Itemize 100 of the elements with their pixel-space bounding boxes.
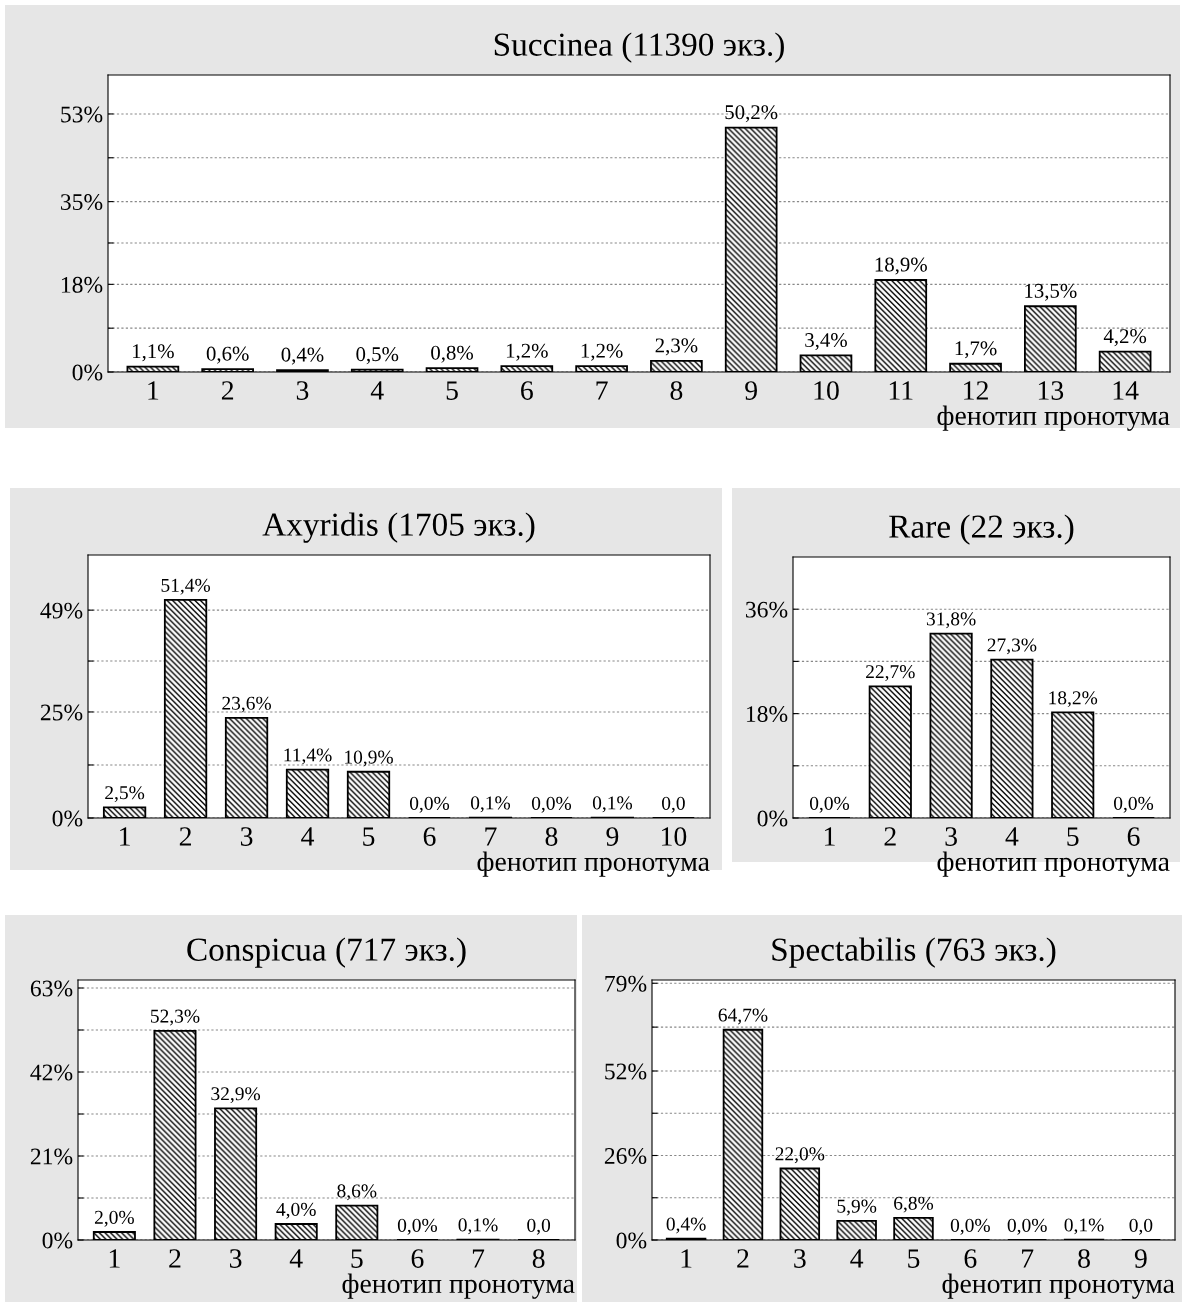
x-tick-label: 1 xyxy=(120,827,130,846)
x-tick-label: 5 xyxy=(363,827,375,846)
data-label: 4,0% xyxy=(276,1202,316,1219)
y-tick-label: 42% xyxy=(30,1064,73,1081)
x-tick-label: 2 xyxy=(884,827,896,846)
data-label: 1,1% xyxy=(133,344,174,362)
data-label: 27,3% xyxy=(987,638,1037,655)
data-label: 3,4% xyxy=(805,332,847,351)
y-tick-label: 18% xyxy=(61,276,103,293)
x-tick-label: 6 xyxy=(521,381,533,400)
x-tick-label: 14 xyxy=(1113,381,1139,400)
x-axis-title: фенотип пронотума xyxy=(942,1273,1175,1299)
data-label: 2,5% xyxy=(105,786,145,803)
y-tick-label: 21% xyxy=(30,1148,73,1165)
data-label: 0,6% xyxy=(206,346,249,364)
data-label: 18,9% xyxy=(875,257,927,275)
data-label: 0,0% xyxy=(1114,796,1154,813)
x-tick-label: 2 xyxy=(737,1249,749,1268)
y-tick-label: 53% xyxy=(61,106,103,123)
data-label: 11,4% xyxy=(284,748,332,765)
data-label: 0,0% xyxy=(531,796,572,813)
x-tick-label: 8 xyxy=(545,827,558,846)
data-label: 18,2% xyxy=(1049,691,1098,708)
data-label: 22,7% xyxy=(866,665,915,682)
x-tick-label: 3 xyxy=(296,381,309,400)
data-label: 22,0% xyxy=(775,1147,825,1164)
data-label: 1,2% xyxy=(581,343,623,361)
data-label: 0,5% xyxy=(356,347,399,365)
x-tick-label: 5 xyxy=(351,1249,363,1268)
data-label: 0,0 xyxy=(527,1218,551,1235)
y-tick-label: 18% xyxy=(746,706,788,723)
x-tick-label: 4 xyxy=(370,381,384,400)
y-tick-label: 0% xyxy=(616,1232,647,1249)
x-tick-label: 7 xyxy=(1022,1249,1034,1268)
data-label: 0,1% xyxy=(470,796,511,813)
y-tick-label: 26% xyxy=(604,1147,647,1164)
x-tick-label: 3 xyxy=(229,1249,242,1268)
data-label: 4,2% xyxy=(1103,329,1147,347)
x-tick-label: 9 xyxy=(745,381,757,400)
x-tick-label: 11 xyxy=(889,381,913,400)
x-tick-label: 10 xyxy=(814,381,839,400)
chart-title: Rare (22 экз.) xyxy=(889,514,1074,545)
data-label: 0,4% xyxy=(281,347,324,365)
data-label: 13,5% xyxy=(1025,283,1077,301)
data-label: 64,7% xyxy=(718,1008,768,1025)
x-tick-label: 4 xyxy=(301,827,315,846)
data-label: 0,1% xyxy=(592,796,633,813)
x-tick-label: 6 xyxy=(1127,827,1140,846)
x-tick-label: 7 xyxy=(485,827,497,846)
x-tick-label: 1 xyxy=(681,1249,692,1268)
data-label: 0,0% xyxy=(409,796,450,813)
chart-title: Axyridis (1705 экз.) xyxy=(262,512,535,543)
x-tick-label: 8 xyxy=(532,1249,545,1268)
data-label: 1,7% xyxy=(955,341,997,359)
data-label: 51,4% xyxy=(161,578,211,595)
data-label: 0,8% xyxy=(431,345,474,363)
data-label: 0,1% xyxy=(458,1218,498,1235)
y-tick-label: 63% xyxy=(30,980,73,997)
x-tick-label: 1 xyxy=(824,827,835,846)
data-label: 31,8% xyxy=(926,612,976,629)
x-tick-label: 6 xyxy=(423,827,436,846)
x-tick-label: 8 xyxy=(1078,1249,1090,1268)
x-tick-label: 1 xyxy=(148,381,159,400)
data-label: 6,8% xyxy=(894,1196,934,1213)
x-tick-label: 3 xyxy=(240,827,253,846)
x-tick-label: 2 xyxy=(179,827,191,846)
x-tick-label: 12 xyxy=(964,381,988,400)
y-tick-label: 0% xyxy=(52,810,83,827)
x-tick-label: 7 xyxy=(472,1249,485,1268)
data-label: 0,0 xyxy=(662,796,685,813)
data-label: 0,0% xyxy=(950,1218,990,1235)
x-tick-label: 2 xyxy=(221,381,234,400)
x-tick-label: 9 xyxy=(606,827,619,846)
x-axis-title: фенотип пронотума xyxy=(937,405,1170,431)
x-axis-title: фенотип пронотума xyxy=(342,1273,575,1299)
x-tick-label: 3 xyxy=(794,1249,806,1268)
x-tick-label: 3 xyxy=(945,827,957,846)
y-tick-label: 79% xyxy=(605,975,647,992)
data-label: 32,9% xyxy=(211,1087,261,1104)
x-tick-label: 8 xyxy=(670,381,683,400)
y-tick-label: 25% xyxy=(40,704,83,721)
x-tick-label: 6 xyxy=(964,1249,977,1268)
data-label: 8,6% xyxy=(337,1184,377,1201)
x-tick-label: 5 xyxy=(908,1249,920,1268)
data-label: 0,0% xyxy=(809,796,850,813)
x-tick-label: 7 xyxy=(596,381,608,400)
x-tick-label: 13 xyxy=(1038,381,1064,400)
data-label: 52,3% xyxy=(150,1009,200,1026)
x-axis-title: фенотип пронотума xyxy=(477,851,710,877)
chart-title: Succinea (11390 экз.) xyxy=(494,32,784,63)
x-tick-label: 6 xyxy=(411,1249,424,1268)
chart-title: Spectabilis (763 экз.) xyxy=(772,937,1056,968)
x-tick-label: 2 xyxy=(169,1249,181,1268)
y-tick-label: 49% xyxy=(40,602,83,619)
data-label: 2,0% xyxy=(94,1210,134,1227)
data-label: 0,0% xyxy=(397,1218,437,1235)
y-tick-label: 0% xyxy=(757,810,788,827)
x-tick-label: 5 xyxy=(1067,827,1079,846)
data-label: 50,2% xyxy=(725,105,778,123)
y-tick-label: 0% xyxy=(72,364,103,381)
